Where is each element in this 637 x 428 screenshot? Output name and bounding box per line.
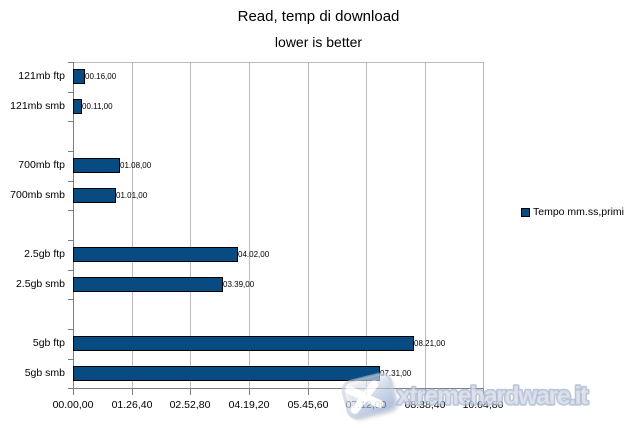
svg-text:xtremehardware.it: xtremehardware.it bbox=[397, 382, 589, 410]
